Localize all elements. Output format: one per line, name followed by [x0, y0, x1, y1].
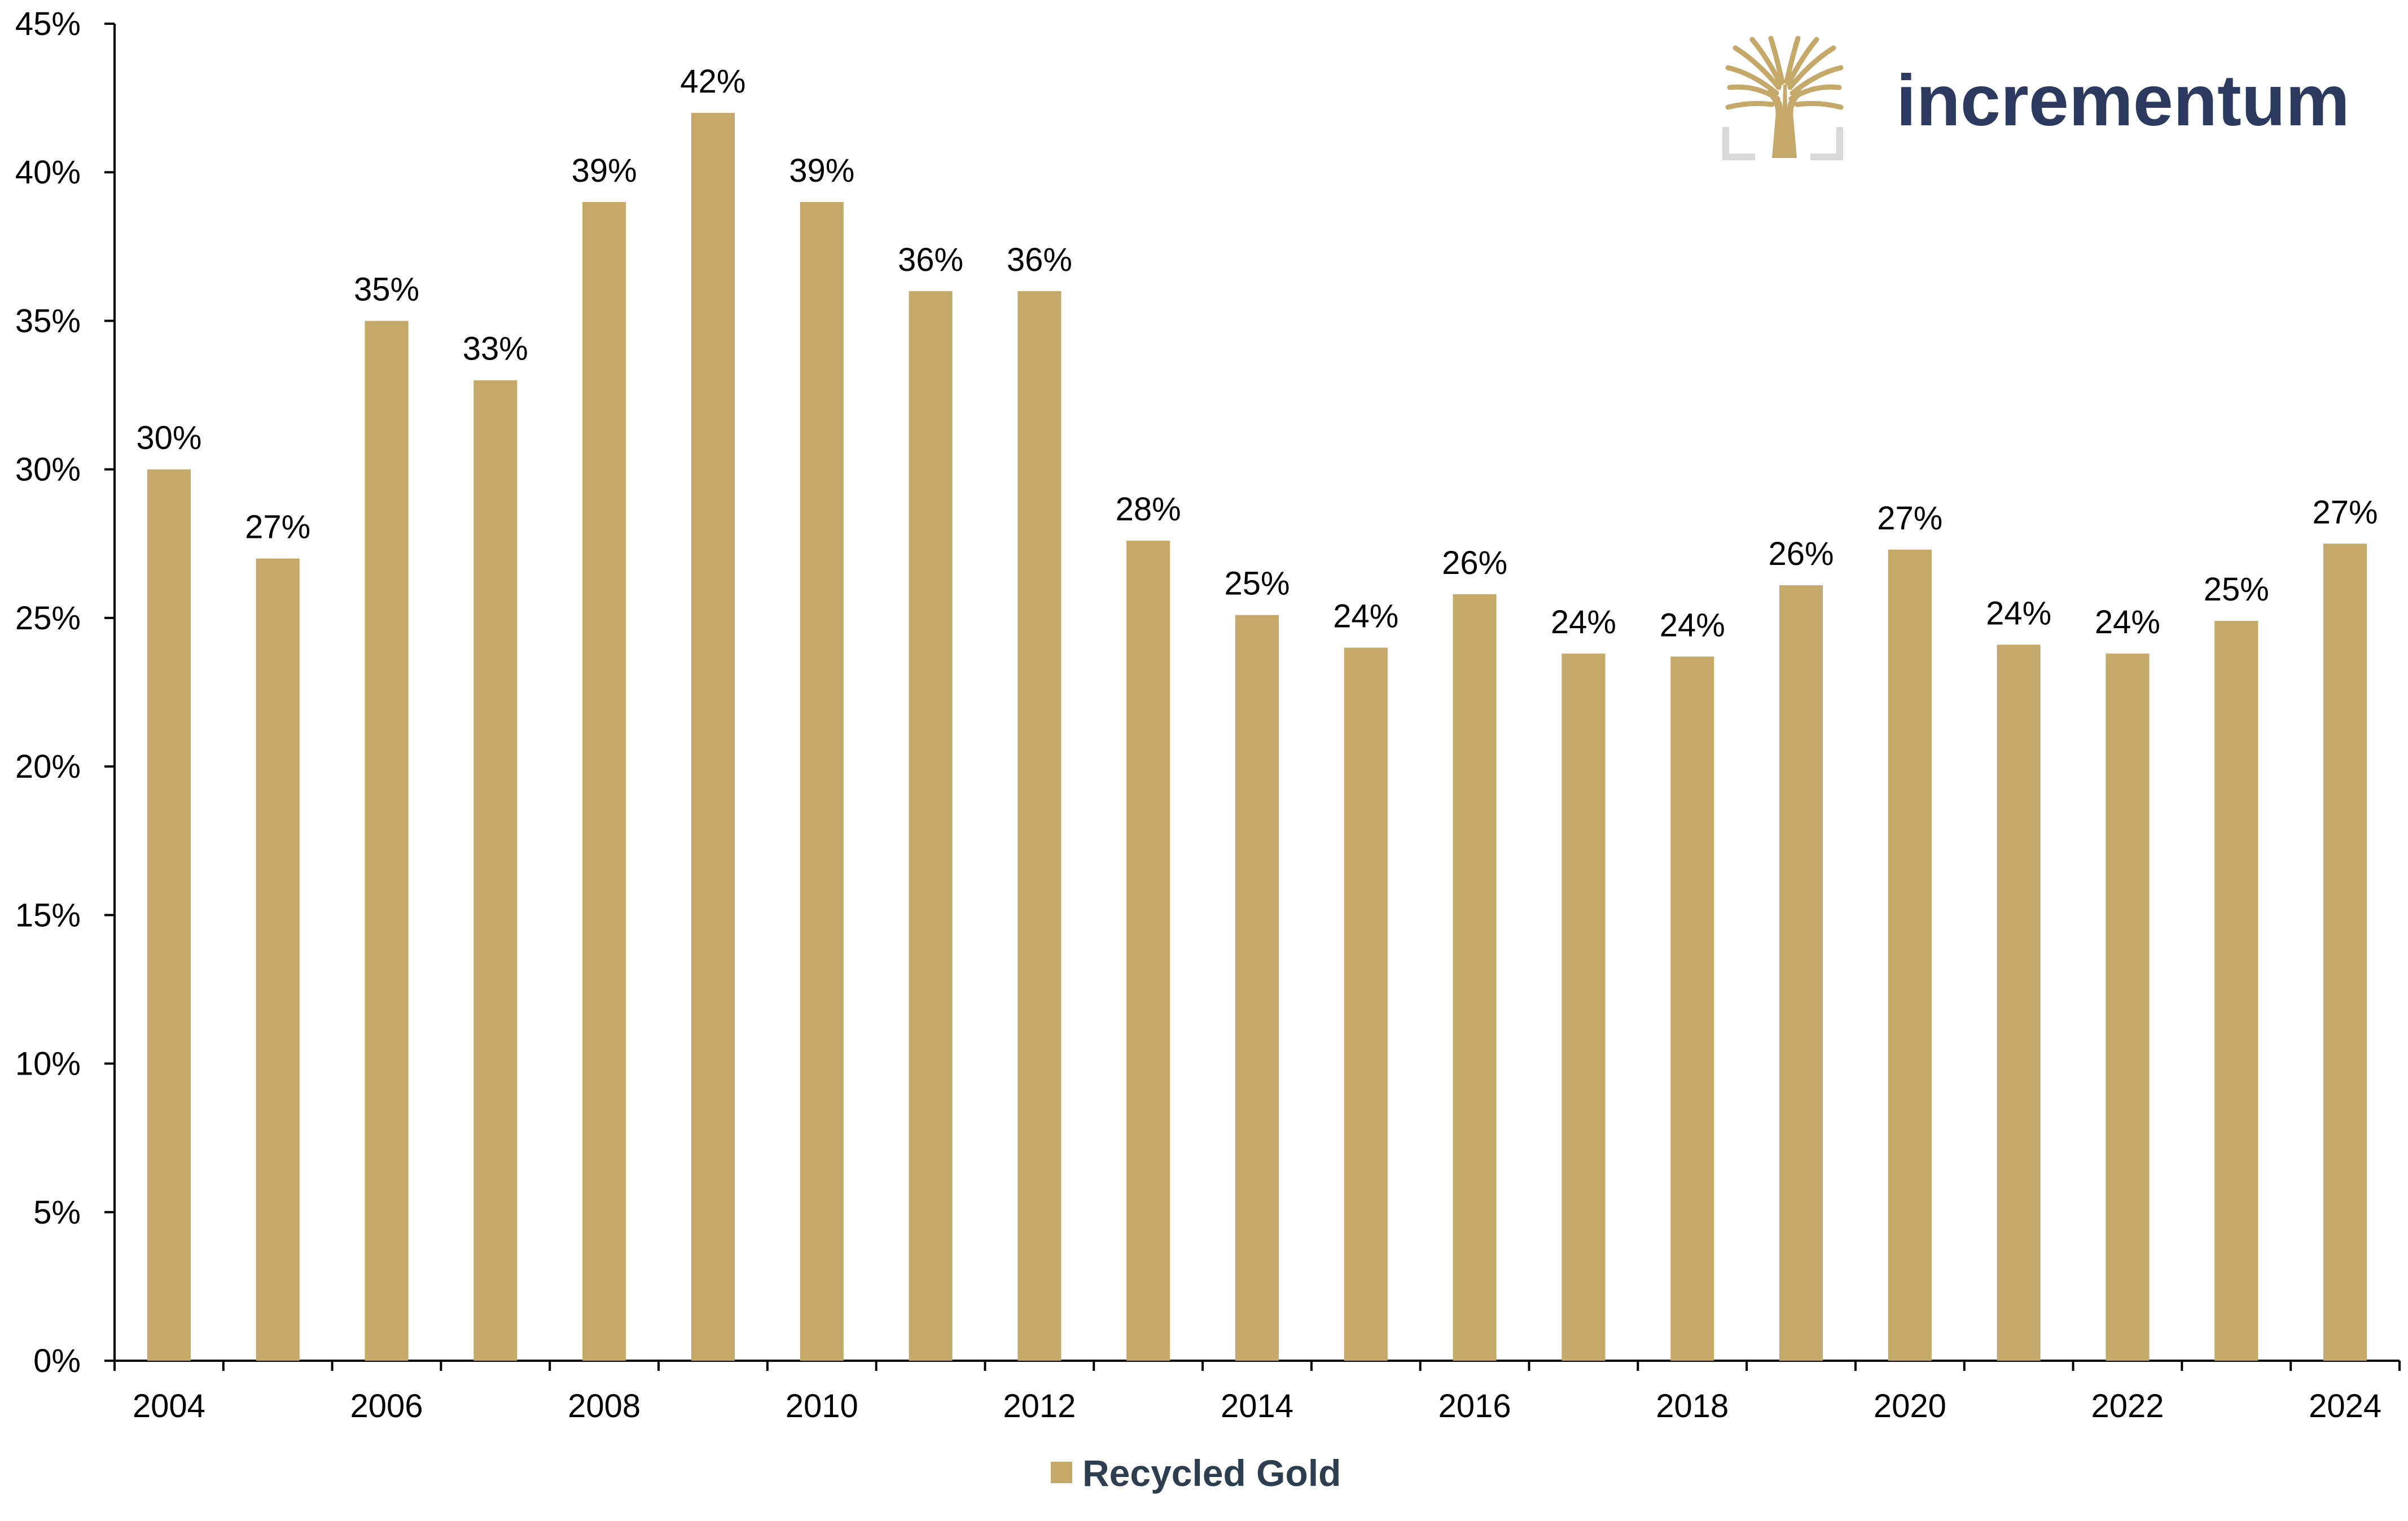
- x-tick-label: 2012: [1003, 1388, 1076, 1424]
- bar-2017: [1562, 654, 1606, 1361]
- data-label-2018: 24%: [1660, 607, 1725, 643]
- data-label-2010: 39%: [789, 152, 854, 189]
- data-label-2019: 26%: [1769, 536, 1834, 572]
- y-tick-label: 15%: [15, 897, 81, 933]
- y-tick-label: 30%: [15, 452, 81, 488]
- bars: [147, 112, 2367, 1361]
- logo-trunk: [1765, 85, 1804, 158]
- bar-2020: [1888, 549, 1932, 1361]
- x-tick-label: 2006: [350, 1388, 423, 1424]
- legend-label: Recycled Gold: [1082, 1452, 1341, 1494]
- x-tick-label: 2016: [1438, 1388, 1511, 1424]
- bar-2008: [582, 201, 626, 1361]
- data-label-2017: 24%: [1551, 604, 1616, 641]
- data-label-2006: 35%: [354, 271, 419, 308]
- x-tick-label: 2010: [786, 1388, 858, 1424]
- bar-2005: [256, 558, 300, 1361]
- bar-2016: [1453, 594, 1497, 1361]
- logo-branches: [1725, 36, 1844, 110]
- data-label-2016: 26%: [1442, 545, 1507, 581]
- logo-frame: [1722, 127, 1843, 160]
- bar-2006: [365, 321, 409, 1361]
- x-tick-label: 2020: [1874, 1388, 1946, 1424]
- data-label-2007: 33%: [463, 331, 528, 367]
- data-label-2008: 39%: [572, 152, 637, 189]
- data-label-2024: 27%: [2313, 494, 2378, 531]
- bar-2007: [473, 380, 517, 1361]
- y-tick-label: 0%: [33, 1343, 81, 1379]
- x-tick-label: 2024: [2309, 1388, 2381, 1424]
- x-tick-label: 2014: [1221, 1388, 1293, 1424]
- bar-2010: [800, 201, 844, 1361]
- bar-2023: [2214, 621, 2258, 1361]
- bar-2013: [1126, 541, 1170, 1361]
- incrementum-logo: incrementum: [1722, 36, 2350, 160]
- bar-2012: [1017, 291, 1062, 1361]
- y-tick-label: 35%: [15, 303, 81, 339]
- bar-2009: [691, 112, 735, 1361]
- data-label-2021: 24%: [1986, 595, 2051, 632]
- bar-2021: [1997, 645, 2041, 1361]
- y-tick-label: 20%: [15, 748, 81, 785]
- bar-2019: [1779, 585, 1823, 1361]
- data-labels: 30% 27% 35% 33% 39% 42% 39% 36% 36% 28% 25% 24% 26% 2…: [136, 63, 2378, 643]
- x-tick-label: 2004: [133, 1388, 205, 1424]
- data-label-2004: 30%: [136, 420, 201, 457]
- bar-2024: [2323, 543, 2367, 1361]
- data-label-2009: 42%: [680, 63, 745, 100]
- legend-swatch: [1051, 1462, 1072, 1483]
- data-label-2020: 27%: [1877, 500, 1942, 537]
- data-label-2015: 24%: [1333, 598, 1398, 635]
- data-label-2005: 27%: [245, 509, 310, 546]
- legend: Recycled Gold: [1051, 1452, 1341, 1494]
- y-tick-label: 10%: [15, 1046, 81, 1082]
- bar-2014: [1235, 615, 1279, 1361]
- data-label-2011: 36%: [898, 242, 963, 278]
- bar-2004: [147, 469, 191, 1361]
- x-tick-label: 2018: [1656, 1388, 1729, 1424]
- bar-2022: [2106, 654, 2150, 1361]
- y-tick-label: 25%: [15, 600, 81, 637]
- data-label-2013: 28%: [1116, 491, 1181, 528]
- tree-icon: [1722, 36, 1844, 160]
- data-label-2022: 24%: [2095, 604, 2160, 641]
- y-tick-label: 45%: [15, 6, 81, 42]
- bar-2018: [1670, 656, 1714, 1361]
- y-tick-label: 5%: [33, 1194, 81, 1231]
- x-tick-label: 2022: [2091, 1388, 2164, 1424]
- y-tick-label: 40%: [15, 154, 81, 191]
- bar-2015: [1344, 647, 1388, 1361]
- data-label-2012: 36%: [1007, 242, 1072, 278]
- bar-2011: [909, 291, 953, 1361]
- data-label-2023: 25%: [2204, 571, 2269, 608]
- y-axis-ticks: 0% 5% 10% 15% 20% 25% 30% 35% 40% 45%: [15, 6, 115, 1379]
- logo-wordmark: incrementum: [1896, 60, 2350, 141]
- x-tick-label: 2008: [568, 1388, 641, 1424]
- data-label-2014: 25%: [1224, 566, 1289, 602]
- x-axis-ticks: 2004 2006 2008 2010 2012 2014 2016 2018 2020 2022…: [113, 1361, 2401, 1424]
